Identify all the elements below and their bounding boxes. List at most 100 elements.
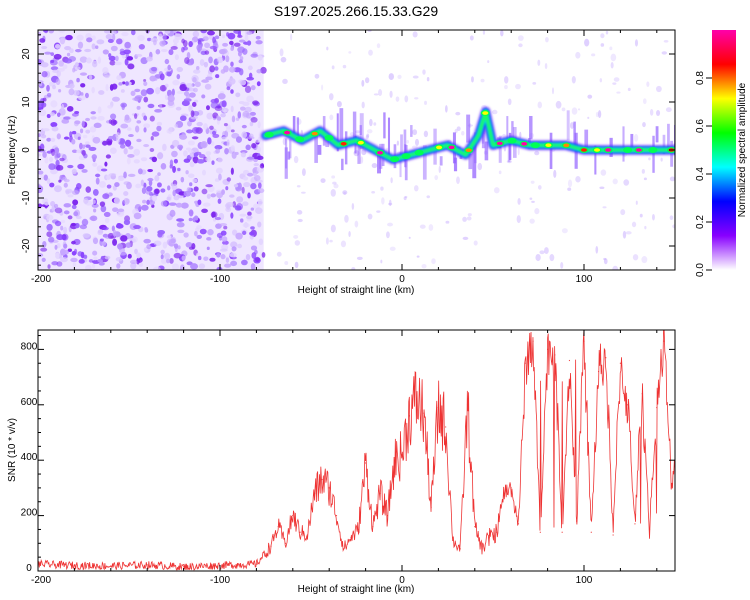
noise-speckle [47, 264, 51, 269]
noise-speckle [111, 96, 120, 102]
noise-speckle [68, 88, 75, 96]
noise-speckle [244, 34, 249, 43]
noise-speckle [173, 243, 179, 249]
noise-speckle [204, 42, 211, 49]
scatter-speckle [663, 39, 669, 43]
noise-speckle [143, 123, 151, 129]
noise-speckle [60, 219, 66, 224]
scatter-speckle [348, 51, 352, 54]
scatter-speckle [456, 126, 461, 132]
ridge-blob [648, 147, 658, 153]
noise-speckle [172, 30, 177, 34]
noise-speckle [221, 236, 228, 242]
x-tick-label: -200 [31, 575, 51, 586]
ridge-streak [359, 125, 362, 136]
noise-speckle [253, 174, 261, 182]
spectrogram-y-ticks: 20 10 0 -10 -20 [21, 34, 675, 266]
scatter-speckle [532, 81, 537, 85]
noise-speckle [67, 215, 73, 220]
snr-point [612, 534, 614, 536]
snr-point [386, 514, 389, 517]
noise-speckle [53, 185, 62, 193]
scatter-speckle [351, 267, 356, 270]
scatter-speckle [644, 225, 647, 230]
noise-speckle [133, 113, 138, 119]
noise-speckle [242, 110, 250, 118]
noise-speckle [221, 136, 227, 140]
noise-speckle [183, 98, 192, 102]
scatter-speckle [577, 108, 581, 111]
noise-speckle [197, 159, 205, 164]
noise-speckle [137, 35, 145, 41]
scatter-speckle [373, 93, 379, 96]
noise-speckle [85, 264, 92, 270]
noise-speckle [214, 145, 223, 150]
noise-speckle [229, 40, 234, 46]
ridge-streak [662, 134, 666, 155]
noise-speckle [230, 145, 235, 152]
noise-speckle [54, 44, 61, 49]
scatter-speckle [434, 174, 439, 181]
y-tick-label: 200 [21, 508, 38, 519]
snr-point [415, 398, 418, 400]
ridge-streak [453, 157, 458, 172]
noise-speckle [98, 180, 107, 188]
noise-speckle [134, 88, 141, 93]
scatter-speckle [627, 87, 631, 92]
noise-speckle [230, 129, 235, 133]
noise-speckle [47, 236, 55, 243]
noise-speckle [136, 105, 141, 110]
scatter-speckle [445, 105, 448, 113]
snr-point [561, 531, 563, 533]
noise-speckle [246, 76, 255, 81]
noise-speckle [38, 170, 44, 175]
noise-speckle [120, 123, 129, 129]
noise-speckle [177, 144, 184, 150]
scatter-speckle [320, 178, 326, 183]
noise-speckle [42, 151, 47, 158]
noise-speckle [123, 117, 132, 123]
noise-speckle [189, 161, 195, 168]
noise-speckle [229, 194, 235, 198]
ridge-streak [383, 112, 386, 139]
noise-speckle [93, 208, 97, 213]
noise-speckle [63, 136, 70, 140]
scatter-speckle [424, 100, 427, 105]
noise-speckle [252, 100, 259, 105]
ridge-streak [584, 129, 589, 149]
snr-point [597, 370, 600, 373]
noise-speckle [110, 113, 117, 120]
ridge-hot-spot [580, 148, 587, 152]
scatter-speckle [331, 175, 336, 179]
scatter-speckle [642, 98, 647, 105]
noise-speckle [126, 181, 132, 190]
noise-speckle [115, 257, 123, 262]
noise-speckle [180, 176, 185, 183]
scatter-speckle [609, 46, 613, 51]
noise-speckle [56, 234, 64, 241]
noise-speckle [71, 190, 80, 196]
noise-speckle [80, 92, 84, 97]
noise-speckle [251, 252, 257, 259]
noise-speckle [79, 142, 83, 150]
noise-speckle [253, 172, 257, 177]
noise-speckle [46, 113, 51, 119]
noise-speckle [144, 227, 148, 231]
snr-x-label: Height of straight line (km) [298, 584, 415, 595]
noise-speckle [48, 163, 56, 170]
scatter-speckle [284, 260, 289, 266]
noise-speckle [137, 168, 143, 175]
noise-speckle [208, 56, 213, 64]
noise-speckle [98, 261, 105, 266]
noise-speckle [183, 190, 192, 197]
noise-speckle [194, 99, 199, 103]
noise-speckle [238, 100, 245, 105]
noise-speckle [240, 106, 246, 111]
noise-speckle [100, 205, 107, 213]
snr-line [38, 330, 675, 571]
noise-speckle [58, 30, 66, 34]
scatter-speckle [367, 213, 373, 220]
scatter-speckle [518, 43, 523, 48]
noise-speckle [151, 66, 158, 72]
noise-speckle [38, 153, 42, 157]
